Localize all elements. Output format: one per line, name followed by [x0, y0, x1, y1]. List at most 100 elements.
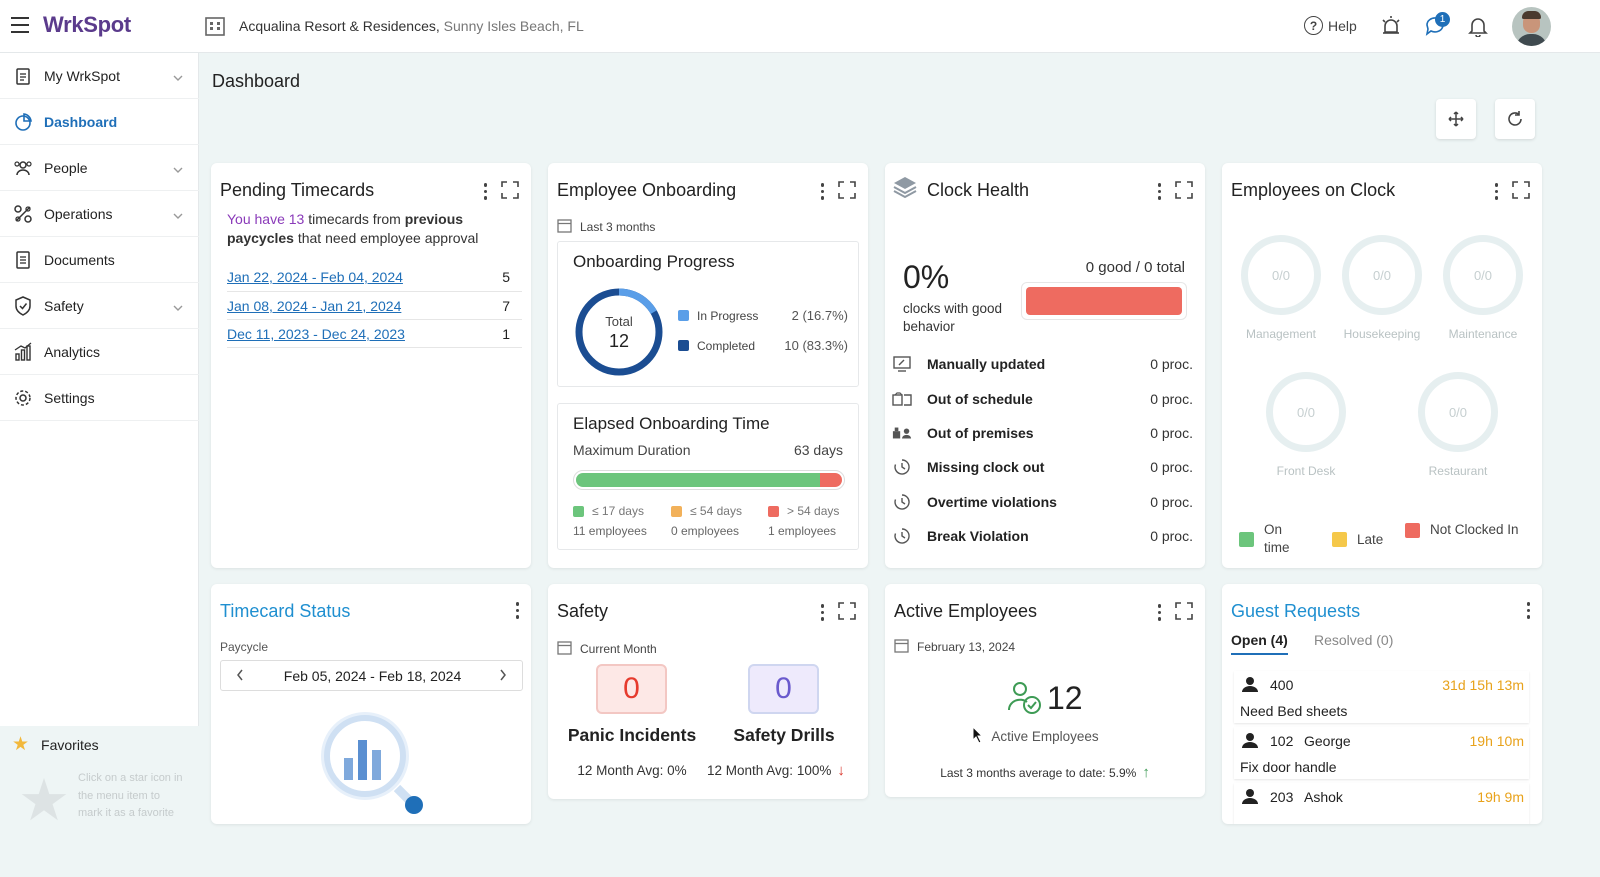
pending-timecards-card: Pending Timecards You have 13 timecards … [211, 163, 531, 568]
card-title[interactable]: Timecard Status [220, 601, 351, 621]
move-button[interactable] [1436, 99, 1476, 139]
document-icon [12, 249, 34, 271]
period-filter[interactable]: Current Month [557, 640, 657, 658]
more-vertical-icon[interactable] [483, 183, 487, 200]
legend-completed: Completed 10 (83.3%) [678, 338, 848, 353]
pie-chart-icon [12, 111, 34, 133]
active-count: 12 [1047, 680, 1083, 716]
sidebar-item-label: Operations [44, 205, 113, 222]
sidebar-item-settings[interactable]: Settings [0, 375, 199, 421]
more-vertical-icon[interactable] [1494, 183, 1498, 200]
list-item[interactable]: 102 George 19h 10m Fix door handle [1234, 727, 1529, 779]
expand-icon[interactable] [501, 181, 519, 202]
help-button[interactable]: ? Help [1304, 16, 1357, 35]
notification-badge: 1 [1435, 12, 1450, 27]
more-vertical-icon[interactable] [1526, 602, 1530, 619]
period-filter[interactable]: Last 3 months [557, 218, 655, 236]
safety-card: Safety Current Month 0 Panic Incidents 1… [548, 584, 868, 799]
bell-icon[interactable] [1467, 15, 1489, 40]
person-check-icon [1007, 680, 1043, 719]
safety-drills-tile[interactable]: 0 [748, 664, 819, 714]
person-icon [1241, 788, 1259, 807]
timecard-row[interactable]: Jan 08, 2024 - Jan 21, 2024 7 [227, 292, 522, 320]
timecard-row[interactable]: Jan 22, 2024 - Feb 04, 2024 5 [227, 263, 522, 292]
arrow-up-icon: ↑ [1142, 764, 1150, 781]
menu-icon[interactable] [11, 17, 29, 33]
clock-health-rows: Manually updated 0 proc. Out of schedule… [892, 347, 1193, 553]
help-label: Help [1328, 17, 1357, 34]
sidebar-item-analytics[interactable]: Analytics [0, 329, 199, 375]
favorites-panel: ★ Favorites ★ Click on a star icon in th… [0, 726, 199, 877]
person-icon [1241, 732, 1259, 751]
calendar-icon [894, 638, 909, 656]
list-item[interactable]: 400 31d 15h 13m Need Bed sheets [1234, 671, 1529, 723]
health-bar [1021, 282, 1187, 320]
active-employees-card: Active Employees February 13, 2024 12 Ac… [885, 584, 1205, 797]
more-vertical-icon[interactable] [515, 602, 519, 619]
tab-resolved[interactable]: Resolved (0) [1314, 632, 1394, 648]
paycycle-selector[interactable]: Feb 05, 2024 - Feb 18, 2024 [220, 660, 523, 691]
expand-icon[interactable] [1175, 602, 1193, 623]
total-label: Total [605, 314, 633, 329]
refresh-icon [1508, 111, 1522, 126]
expand-icon[interactable] [838, 181, 856, 202]
chevron-right-icon[interactable] [499, 668, 507, 684]
more-vertical-icon[interactable] [1157, 183, 1161, 200]
refresh-button[interactable] [1495, 99, 1535, 139]
expand-icon[interactable] [838, 602, 856, 623]
clock-health-card: Clock Health 0% clocks with good behavio… [885, 163, 1205, 568]
chevron-down-icon [173, 299, 183, 315]
card-title: Pending Timecards [220, 180, 375, 200]
legend-in-progress: In Progress 2 (16.7%) [678, 308, 848, 323]
help-icon: ? [1304, 16, 1323, 35]
timecard-status-card: Timecard Status Paycycle Feb 05, 2024 - … [211, 584, 531, 824]
more-vertical-icon[interactable] [820, 183, 824, 200]
avatar[interactable] [1512, 7, 1551, 46]
sidebar-item-dashboard[interactable]: Dashboard [0, 99, 199, 145]
layers-icon [892, 175, 918, 204]
sidebar-item-operations[interactable]: Operations [0, 191, 199, 237]
card-title[interactable]: Guest Requests [1231, 601, 1361, 621]
people-icon [12, 157, 34, 179]
monitor-edit-icon [892, 356, 912, 372]
more-vertical-icon[interactable] [1157, 604, 1161, 621]
list-item[interactable]: 203 Ashok 19h 9m [1234, 783, 1529, 824]
sidebar-item-documents[interactable]: Documents [0, 237, 199, 283]
more-vertical-icon[interactable] [820, 604, 824, 621]
dept-gauge-management: 0/0 Management [1241, 235, 1321, 341]
panic-incidents-tile[interactable]: 0 [596, 664, 667, 714]
panic-average: 12 Month Avg: 0% [577, 763, 687, 778]
property-location: Sunny Isles Beach, FL [443, 18, 584, 34]
clock-icon [892, 458, 912, 476]
favorites-label: Favorites [41, 736, 99, 753]
messages-icon[interactable]: 1 [1424, 12, 1450, 40]
app-logo[interactable]: WrkSpot [43, 12, 131, 37]
date-filter[interactable]: February 13, 2024 [894, 638, 1015, 656]
sidebar-item-people[interactable]: People [0, 145, 199, 191]
favorites-header[interactable]: ★ Favorites [12, 733, 99, 756]
drills-average: 12 Month Avg: 100% ↓ [707, 762, 845, 779]
chevron-left-icon[interactable] [236, 668, 244, 684]
list-item: Break Violation 0 proc. [892, 519, 1193, 553]
dept-gauge-housekeeping: 0/0 Housekeeping [1336, 235, 1428, 341]
dept-gauge-front-desk: 0/0 Front Desk [1266, 372, 1346, 478]
chevron-down-icon [173, 69, 183, 85]
sidebar-item-label: Documents [44, 251, 115, 268]
favorites-hint: Click on a star icon in the menu item to… [78, 772, 183, 819]
property-selector[interactable]: Acqualina Resort & Residences, Sunny Isl… [239, 18, 584, 34]
card-title: Active Employees [894, 601, 1038, 621]
tab-open[interactable]: Open (4) [1231, 632, 1288, 655]
page-title: Dashboard [212, 71, 301, 91]
employee-onboarding-card: Employee Onboarding Last 3 months Onboar… [548, 163, 868, 568]
progress-donut [575, 288, 663, 376]
sidebar-item-my-wrkspot[interactable]: My WrkSpot [0, 53, 199, 99]
expand-icon[interactable] [1512, 181, 1530, 202]
timecard-row[interactable]: Dec 11, 2023 - Dec 24, 2023 1 [227, 320, 522, 348]
sidebar: My WrkSpot Dashboard People Operations D… [0, 53, 199, 877]
sidebar-item-safety[interactable]: Safety [0, 283, 199, 329]
expand-icon[interactable] [1175, 181, 1193, 202]
alarm-icon[interactable] [1380, 14, 1402, 39]
good-percent: 0% [903, 259, 950, 295]
good-caption: clocks with good behavior [903, 301, 1003, 334]
elapsed-bar-green [576, 473, 820, 487]
